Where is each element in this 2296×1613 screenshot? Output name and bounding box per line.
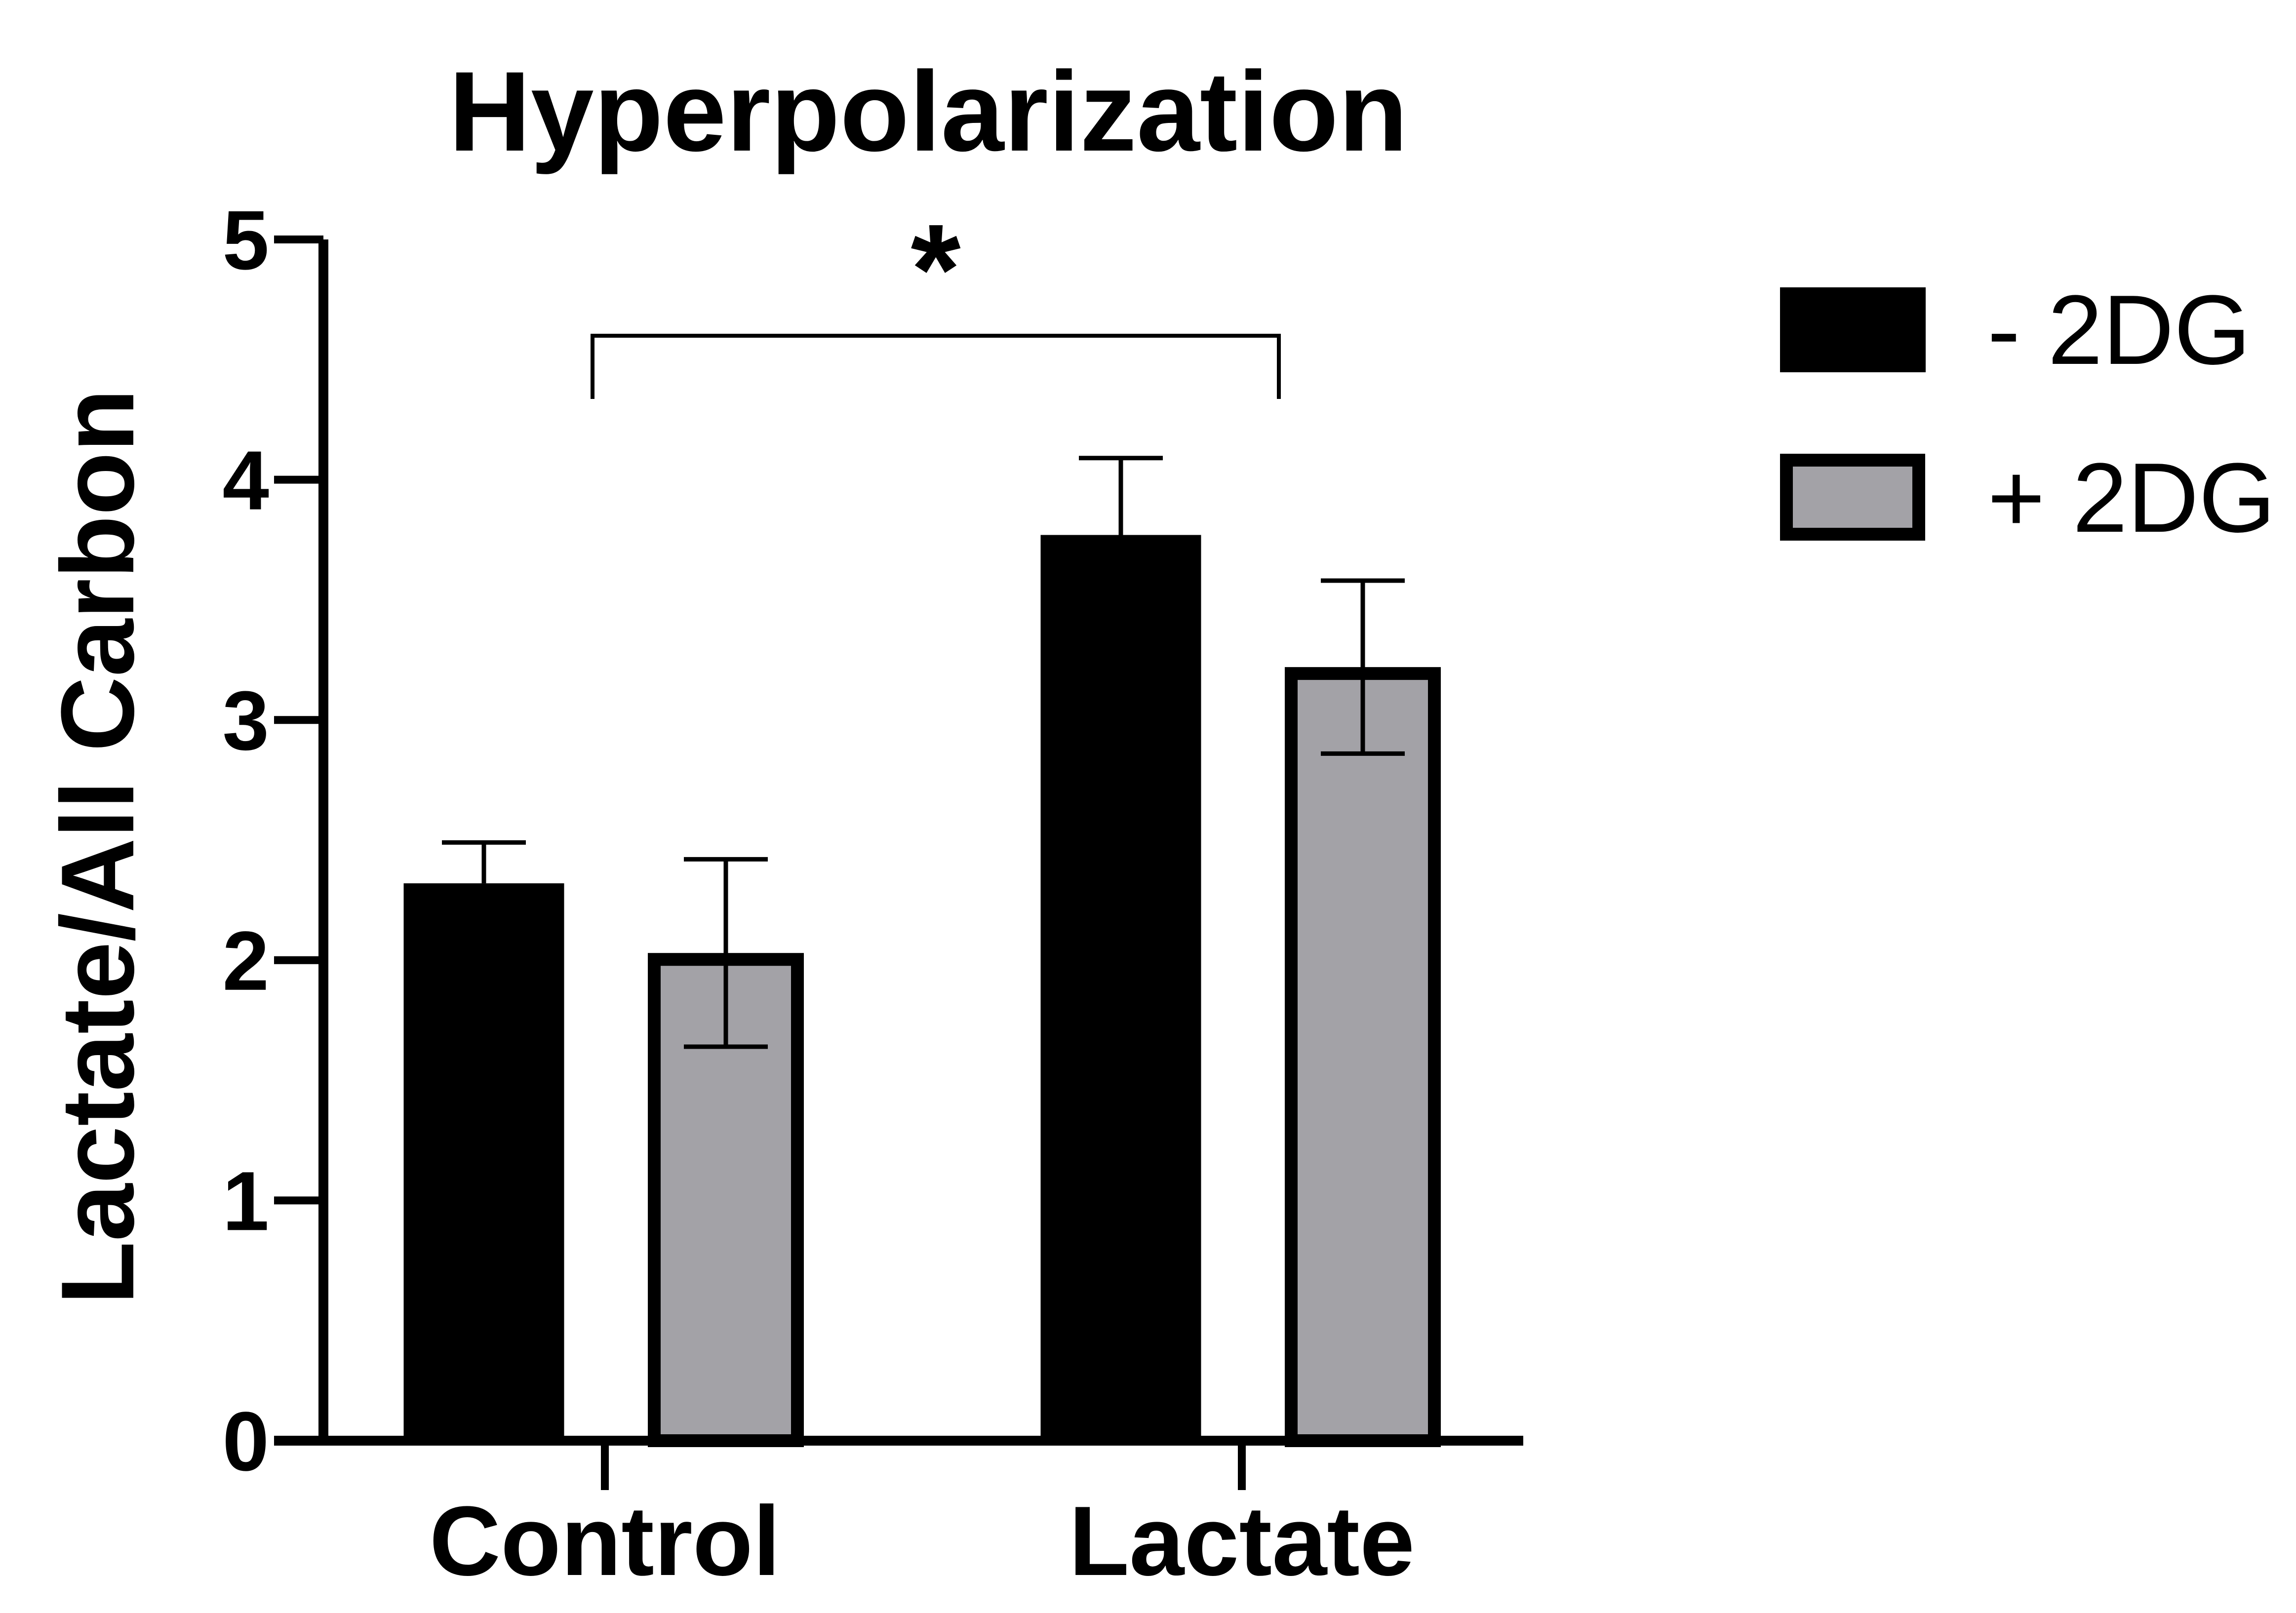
legend-swatch-minus-2dg <box>1780 287 1926 372</box>
y-tick-label: 1 <box>222 1154 269 1248</box>
x-axis-categories: Control Lactate <box>430 1441 1415 1596</box>
bar-minus-2dg <box>403 883 564 1441</box>
bars <box>403 456 1441 1447</box>
chart-title: Hyperpolarization <box>449 48 1408 175</box>
y-tick-label: 4 <box>222 434 269 528</box>
y-tick-label: 3 <box>222 674 269 768</box>
legend-label: + 2DG <box>1987 443 2276 553</box>
bar-minus-2dg <box>1040 535 1201 1441</box>
significance-star: * <box>910 198 961 341</box>
legend: - 2DG + 2DG <box>1780 275 2276 553</box>
axes <box>274 239 1523 1446</box>
y-tick-label: 2 <box>222 914 269 1008</box>
x-category-label: Control <box>430 1486 781 1596</box>
legend-label: - 2DG <box>1987 275 2251 385</box>
significance-bracket: * <box>591 198 1281 399</box>
y-tick-label: 5 <box>222 194 269 287</box>
bracket-line <box>591 334 1281 399</box>
bar-plus-2dg <box>1285 667 1441 1447</box>
x-category-label: Lactate <box>1069 1486 1415 1596</box>
y-axis-ticks: 0 1 2 3 4 5 <box>222 194 323 1489</box>
y-tick-label: 0 <box>222 1395 269 1489</box>
y-axis-label: Lactate/All Carbon <box>40 389 156 1304</box>
legend-swatch-plus-2dg <box>1780 454 1925 541</box>
